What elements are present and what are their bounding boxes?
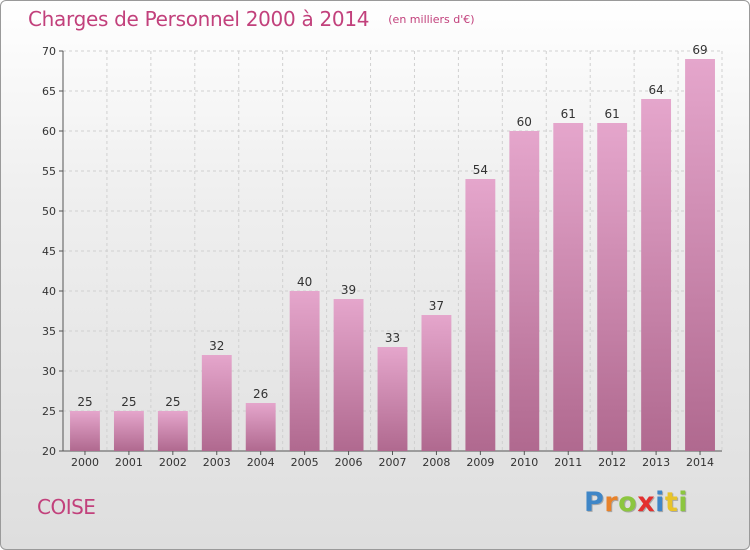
logo-letter: o <box>618 487 638 518</box>
bar-2002 <box>157 411 188 451</box>
x-tick-label: 2007 <box>379 456 407 469</box>
value-label: 33 <box>385 331 400 345</box>
y-tick-label: 65 <box>42 85 56 98</box>
x-tick-label: 2006 <box>335 456 363 469</box>
logo-letter: i <box>655 487 665 518</box>
bar-2014 <box>685 59 715 451</box>
labels: 20 25 30 35 40 45 50 55 60 65 70 25 2000 25 2001 25 2002… <box>42 43 714 469</box>
bar-2010 <box>509 131 540 451</box>
value-label: 64 <box>648 83 663 97</box>
value-label: 60 <box>517 115 532 129</box>
value-label: 54 <box>473 163 488 177</box>
x-tick-label: 2012 <box>598 456 626 469</box>
x-tick-label: 2009 <box>466 456 494 469</box>
bar-2000 <box>70 411 100 451</box>
bar-2003 <box>201 355 232 451</box>
bar-2011 <box>553 123 584 451</box>
bar-2013 <box>641 99 672 451</box>
x-tick-label: 2003 <box>203 456 231 469</box>
y-tick-label: 25 <box>42 405 56 418</box>
bar-2004 <box>245 403 276 451</box>
x-tick-label: 2014 <box>686 456 714 469</box>
y-tick-label: 55 <box>42 165 56 178</box>
y-tick-label: 20 <box>42 445 56 458</box>
y-tick-label: 30 <box>42 365 56 378</box>
value-label: 40 <box>297 275 312 289</box>
x-tick-label: 2011 <box>554 456 582 469</box>
x-tick-label: 2013 <box>642 456 670 469</box>
value-label: 37 <box>429 299 444 313</box>
y-tick-label: 35 <box>42 325 56 338</box>
x-tick-label: 2002 <box>159 456 187 469</box>
logo-letter: i <box>678 487 689 518</box>
y-tick-label: 45 <box>42 245 56 258</box>
value-label: 61 <box>561 107 576 121</box>
x-tick-label: 2010 <box>510 456 538 469</box>
chart-subtitle: (en milliers d'€) <box>388 13 475 26</box>
x-tick-label: 2000 <box>71 456 99 469</box>
bar-2001 <box>113 411 144 451</box>
y-tick-label: 70 <box>42 45 56 58</box>
y-tick-label: 40 <box>42 285 56 298</box>
logo-letter: x <box>637 487 656 518</box>
value-label: 25 <box>121 395 136 409</box>
commune-name: COISE <box>37 495 96 519</box>
bar-2005 <box>289 291 320 451</box>
proxiti-logo: Proxiti <box>584 487 688 518</box>
value-label: 25 <box>165 395 180 409</box>
bar-2008 <box>421 315 452 451</box>
y-tick-label: 50 <box>42 205 56 218</box>
bar-2006 <box>333 299 364 451</box>
value-label: 26 <box>253 387 268 401</box>
bar-2009 <box>465 179 496 451</box>
bar-2007 <box>377 347 408 451</box>
value-label: 61 <box>605 107 620 121</box>
value-label: 25 <box>77 395 92 409</box>
chart-title: Charges de Personnel 2000 à 2014 <box>28 7 370 31</box>
logo-letter: r <box>604 487 619 518</box>
bar-2012 <box>597 123 628 451</box>
chart-title-row: Charges de Personnel 2000 à 2014 (en mil… <box>28 7 475 37</box>
logo-letter: P <box>584 487 605 518</box>
x-tick-label: 2001 <box>115 456 143 469</box>
bars <box>70 59 715 451</box>
x-tick-label: 2004 <box>247 456 275 469</box>
value-label: 39 <box>341 283 356 297</box>
logo-letter: t <box>664 487 679 518</box>
value-label: 32 <box>209 339 224 353</box>
x-tick-label: 2008 <box>422 456 450 469</box>
value-label: 69 <box>692 43 707 57</box>
x-tick-label: 2005 <box>291 456 319 469</box>
y-tick-label: 60 <box>42 125 56 138</box>
